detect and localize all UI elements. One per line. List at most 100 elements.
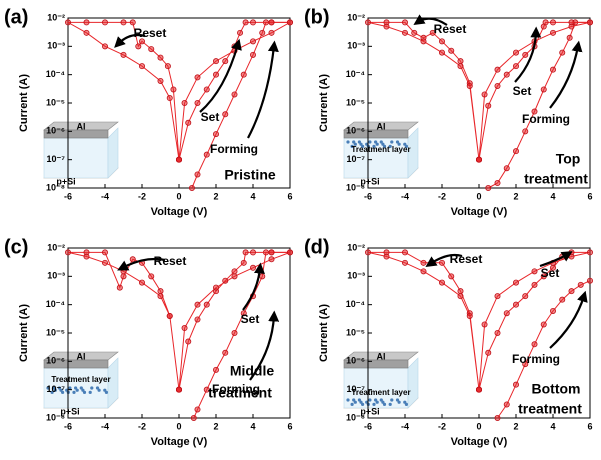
annotation: Reset	[154, 254, 187, 268]
inset-body-side	[407, 127, 419, 179]
y-tick-label: 10⁻³	[47, 271, 65, 281]
inset-particle	[353, 400, 357, 404]
data-point	[194, 74, 201, 81]
data-point	[212, 131, 219, 138]
data-point	[512, 279, 519, 286]
annotation-arrow	[514, 26, 542, 83]
inset-particle	[359, 142, 363, 146]
data-point	[586, 277, 593, 284]
annotation: Forming	[522, 112, 570, 126]
annotation-arrow	[539, 251, 573, 268]
x-tick-label: 6	[587, 421, 592, 431]
data-point	[448, 47, 455, 54]
inset-particle	[346, 398, 350, 402]
inset-particle	[57, 386, 62, 390]
data-point	[586, 19, 593, 26]
data-point	[566, 34, 573, 41]
x-axis-label: Voltage (V)	[451, 436, 508, 448]
x-tick-label: 0	[476, 191, 481, 201]
data-point	[116, 284, 123, 291]
y-tick-label: 10⁻²	[347, 12, 365, 22]
y-tick-label: 10⁻⁷	[47, 154, 66, 164]
data-point	[503, 71, 510, 78]
data-point	[268, 29, 275, 36]
inset-particle	[404, 402, 408, 406]
inset-electrode	[343, 359, 409, 369]
inset-particle	[403, 400, 407, 404]
data-point	[494, 293, 501, 300]
data-point	[365, 19, 372, 26]
data-point	[448, 273, 455, 280]
data-point	[503, 165, 510, 172]
inset-particle	[82, 390, 87, 394]
data-point	[402, 19, 409, 26]
data-point	[242, 249, 249, 256]
data-point	[475, 156, 482, 163]
x-tick-label: -4	[101, 191, 109, 201]
inset-particle	[379, 398, 383, 402]
inset-particle	[361, 402, 365, 406]
data-point	[457, 293, 464, 300]
data-point	[231, 330, 238, 337]
y-tick-label: 10⁻²	[47, 242, 65, 252]
inset-label: p+Si	[56, 176, 75, 186]
annotation: Set	[541, 266, 560, 280]
x-tick-label: -4	[401, 421, 409, 431]
data-point	[540, 273, 547, 280]
panel-label: (b)	[304, 6, 330, 28]
data-point	[212, 58, 219, 65]
data-point	[120, 268, 127, 275]
x-tick-label: -2	[438, 421, 446, 431]
data-point	[402, 259, 409, 266]
data-point	[194, 301, 201, 308]
y-tick-label: 10⁻³	[347, 271, 365, 281]
data-point	[102, 249, 109, 256]
data-point	[65, 249, 72, 256]
annotation-arrow	[413, 14, 448, 26]
data-point	[120, 273, 127, 280]
annotation-arrow	[249, 310, 280, 381]
inset-particle	[46, 386, 50, 390]
inset-particle	[346, 140, 350, 144]
inset-label: Al	[77, 121, 86, 131]
data-point	[170, 86, 177, 93]
x-tick-label: -2	[438, 191, 446, 201]
data-point	[138, 63, 145, 70]
y-tick-label: 10⁻⁸	[346, 412, 365, 422]
data-point	[83, 29, 90, 36]
data-point	[512, 63, 519, 70]
x-tick-label: -2	[138, 191, 146, 201]
data-point	[135, 43, 142, 50]
annotation-arrow	[549, 290, 588, 349]
data-point	[531, 108, 538, 115]
inset-electrode	[343, 129, 409, 139]
data-point	[438, 38, 445, 45]
inset-particle	[359, 400, 363, 404]
x-tick-label: 6	[287, 421, 292, 431]
data-point	[568, 253, 575, 260]
caption: treatment	[518, 401, 582, 417]
annotation-arrow	[425, 253, 463, 268]
data-point	[475, 386, 482, 393]
y-tick-label: 10⁻³	[347, 41, 365, 51]
inset-body-side	[107, 127, 119, 179]
data-point	[512, 49, 519, 56]
data-point	[522, 51, 529, 58]
inset-particle	[381, 142, 385, 146]
inset-particle	[388, 144, 392, 148]
y-tick-label: 10⁻²	[347, 242, 365, 252]
inset-particle	[81, 388, 85, 392]
data-point	[102, 259, 109, 266]
y-tick-label: 10⁻⁷	[347, 384, 366, 394]
data-point	[157, 54, 164, 61]
data-point	[231, 91, 238, 98]
data-point	[157, 77, 164, 84]
data-point	[203, 301, 210, 308]
inset-body-side	[407, 357, 419, 409]
data-point	[102, 19, 109, 26]
data-point	[494, 82, 501, 89]
data-point	[120, 19, 127, 26]
data-point	[157, 293, 164, 300]
inset-label: Treatment layer	[351, 388, 410, 397]
inset-particle	[381, 400, 385, 404]
